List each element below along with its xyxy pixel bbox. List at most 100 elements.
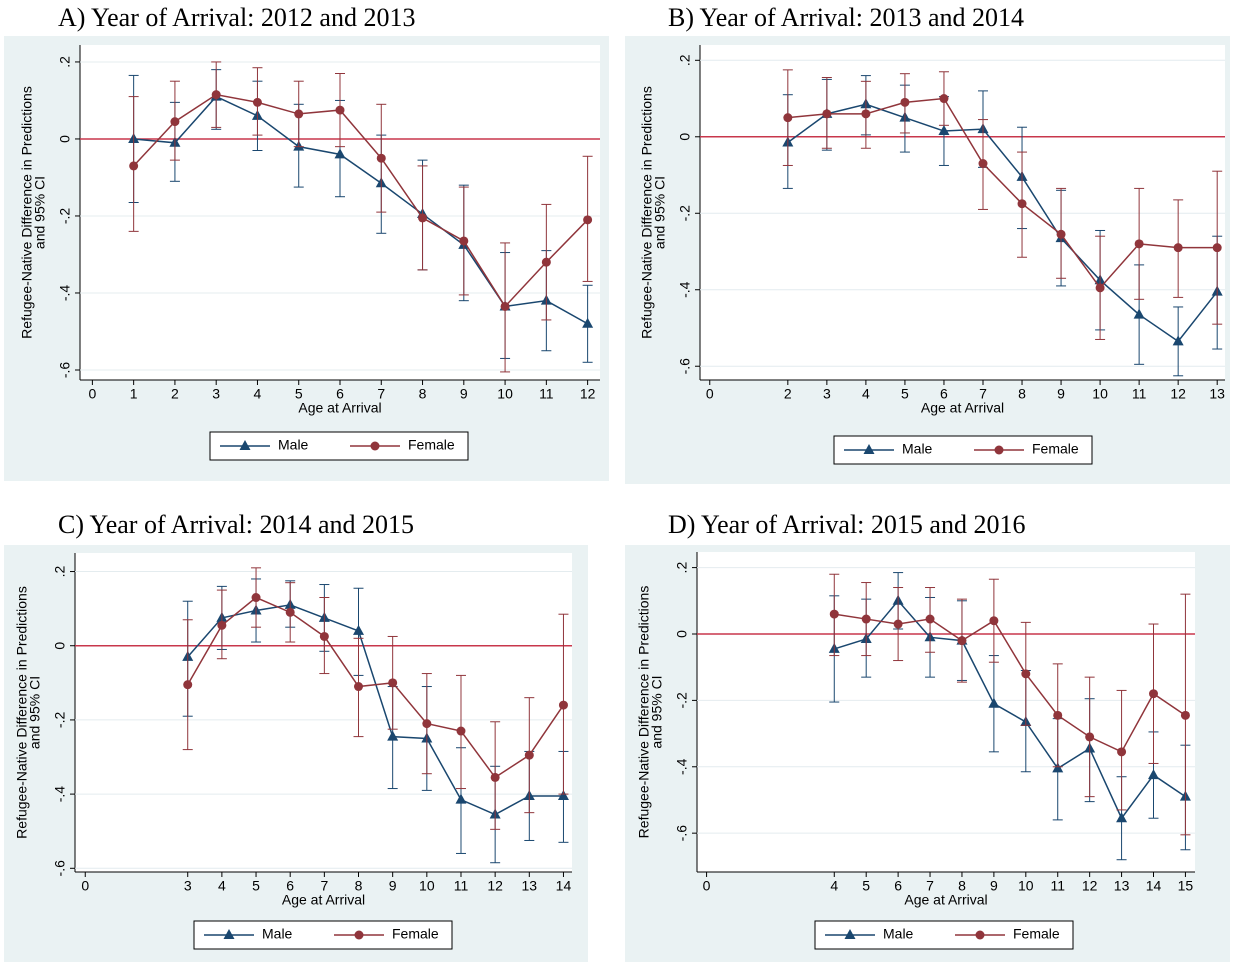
marker	[334, 148, 346, 159]
x-tick-label: 15	[1178, 878, 1194, 894]
marker	[388, 678, 398, 688]
series-line	[787, 103, 1218, 343]
series-line	[187, 596, 565, 779]
y-axis-label: and 95% CI	[652, 176, 668, 249]
marker	[376, 153, 386, 163]
marker	[783, 113, 793, 123]
x-axis-label: Age at Arrival	[921, 400, 1004, 416]
x-axis-label: Age at Arrival	[298, 400, 381, 416]
panel-title: C) Year of Arrival: 2014 and 2015	[58, 510, 414, 539]
x-tick-label: 10	[497, 386, 513, 402]
legend-marker	[354, 930, 364, 940]
y-tick-label: -.6	[57, 362, 73, 379]
marker	[170, 117, 180, 127]
marker	[583, 215, 593, 225]
y-tick-label: -.6	[52, 860, 68, 877]
y-tick-label: -.4	[674, 758, 690, 775]
marker	[211, 90, 221, 100]
marker	[217, 620, 227, 630]
x-tick-label: 9	[389, 878, 397, 894]
y-tick-label: -.4	[57, 285, 73, 302]
marker	[989, 616, 999, 626]
y-tick-label: 0	[52, 642, 68, 650]
plot-area	[700, 45, 1225, 380]
x-tick-label: 14	[556, 878, 572, 894]
marker	[1173, 243, 1183, 253]
x-tick-label: 10	[1018, 878, 1034, 894]
marker	[829, 609, 839, 619]
legend-label: Male	[883, 926, 914, 942]
x-tick-label: 4	[862, 386, 870, 402]
x-tick-label: 2	[171, 386, 179, 402]
marker	[957, 636, 967, 646]
marker	[1134, 239, 1144, 249]
panel-title: B) Year of Arrival: 2013 and 2014	[668, 3, 1024, 32]
series-line	[187, 604, 564, 816]
marker	[1085, 732, 1095, 742]
panel: B) Year of Arrival: 2013 and 2014 .2 0 -.2 -…	[625, 3, 1230, 484]
x-tick-label: 6	[940, 386, 948, 402]
x-tick-label: 13	[1209, 386, 1225, 402]
x-tick-label: 3	[212, 386, 220, 402]
marker	[1212, 243, 1222, 253]
y-tick-label: .2	[674, 562, 690, 574]
marker	[252, 97, 262, 107]
marker	[582, 317, 594, 328]
marker	[353, 624, 365, 635]
x-tick-label: 7	[320, 878, 328, 894]
marker	[418, 213, 428, 223]
marker	[1095, 283, 1105, 293]
y-tick-label: -.4	[677, 281, 693, 298]
x-tick-label: 9	[990, 878, 998, 894]
series-line	[133, 95, 588, 325]
marker	[861, 109, 871, 119]
marker	[251, 593, 261, 603]
y-tick-label: -.4	[52, 786, 68, 803]
x-tick-label: 0	[703, 878, 711, 894]
marker	[822, 109, 832, 119]
x-tick-label: 12	[1082, 878, 1098, 894]
x-tick-label: 8	[419, 386, 427, 402]
x-tick-label: 6	[286, 878, 294, 894]
plot-area	[697, 552, 1195, 872]
marker	[1180, 710, 1190, 720]
y-tick-label: .2	[677, 54, 693, 66]
legend-marker	[994, 445, 1004, 455]
y-tick-label: 0	[57, 135, 73, 143]
y-tick-label: -.2	[674, 692, 690, 709]
legend-label: Female	[392, 926, 439, 942]
y-tick-label: 0	[677, 133, 693, 141]
series-line	[787, 97, 1218, 290]
legend-label: Male	[278, 437, 309, 453]
y-tick-label: -.6	[674, 825, 690, 842]
marker	[335, 105, 345, 115]
x-tick-label: 11	[454, 878, 469, 894]
x-tick-label: 5	[295, 386, 303, 402]
x-tick-label: 10	[1092, 386, 1108, 402]
marker	[541, 257, 551, 267]
x-tick-label: 0	[81, 878, 89, 894]
marker	[1056, 229, 1066, 239]
y-tick-label: -.2	[57, 208, 73, 225]
marker	[925, 614, 935, 624]
legend-label: Female	[408, 437, 455, 453]
marker	[422, 719, 432, 729]
x-tick-label: 3	[184, 878, 192, 894]
marker	[1116, 812, 1128, 823]
panel: A) Year of Arrival: 2012 and 2013 .2 0 -.2 -…	[4, 3, 609, 481]
legend-marker	[975, 930, 985, 940]
y-tick-label: 0	[674, 630, 690, 638]
x-tick-label: 6	[894, 878, 902, 894]
x-tick-label: 0	[88, 386, 96, 402]
legend-label: Female	[1013, 926, 1060, 942]
marker	[294, 109, 304, 119]
marker	[1148, 769, 1159, 780]
x-tick-label: 5	[862, 878, 870, 894]
x-tick-label: 6	[336, 386, 344, 402]
y-axis-label: and 95% CI	[27, 676, 43, 749]
marker	[490, 772, 500, 782]
y-tick-label: -.6	[677, 358, 693, 375]
x-tick-label: 14	[1146, 878, 1162, 894]
marker	[988, 697, 1000, 708]
x-tick-label: 1	[130, 386, 138, 402]
